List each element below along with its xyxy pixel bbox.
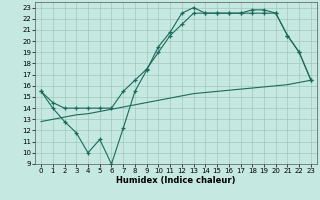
X-axis label: Humidex (Indice chaleur): Humidex (Indice chaleur) xyxy=(116,176,236,185)
